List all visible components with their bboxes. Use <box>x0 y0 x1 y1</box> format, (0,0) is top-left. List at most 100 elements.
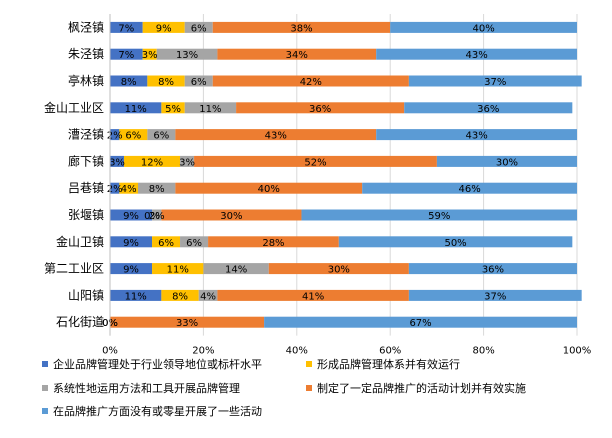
data-label: 46% <box>458 184 480 195</box>
category-label: 廊下镇 <box>68 153 104 168</box>
category-label: 第二工业区 <box>44 262 104 276</box>
bar-segment <box>301 209 577 221</box>
bar-segment <box>147 129 176 141</box>
data-label: 9% <box>123 238 139 249</box>
bar-segment <box>194 155 437 167</box>
bar-segment <box>408 75 582 87</box>
x-tick-label: 100% <box>563 346 592 357</box>
category-label: 枫泾镇 <box>68 19 104 34</box>
bar-segment <box>408 289 582 301</box>
legend-label: 系统性地运用方法和工具开展品牌管理 <box>53 381 240 395</box>
bar-segment <box>124 155 181 167</box>
bar-segment <box>180 155 195 167</box>
data-label: 30% <box>220 211 242 222</box>
bar-segment <box>184 75 213 87</box>
data-label: 6% <box>158 238 174 249</box>
data-label: 3% <box>142 50 158 61</box>
bar-segment <box>362 182 577 194</box>
bar-segment <box>198 289 218 301</box>
bar-segment <box>110 182 120 194</box>
bar-segment <box>110 236 153 248</box>
data-label: 5% <box>165 104 181 115</box>
x-tick-label: 0% <box>102 346 118 357</box>
bars <box>110 21 582 328</box>
category-label: 亭林镇 <box>68 73 104 88</box>
category-label: 山阳镇 <box>68 288 104 302</box>
bar-segment <box>110 21 143 33</box>
data-label: 52% <box>304 157 326 168</box>
bar-segment <box>161 289 199 301</box>
bar-segment <box>156 48 218 60</box>
data-label: 36% <box>477 104 499 115</box>
legend-swatch <box>42 361 48 367</box>
data-label: 9% <box>156 23 172 34</box>
bar-segment <box>408 263 577 275</box>
category-label: 金山工业区 <box>44 100 104 115</box>
legend-label: 企业品牌管理处于行业领导地位或标杆水平 <box>53 357 262 371</box>
x-tick-label: 20% <box>192 346 214 357</box>
x-tick-label: 60% <box>379 346 401 357</box>
bar-segment <box>376 129 577 141</box>
bar-segment <box>268 263 409 275</box>
bar-segment <box>110 75 148 87</box>
legend-swatch <box>42 408 48 414</box>
bar-segment <box>217 289 409 301</box>
data-label: 33% <box>176 318 198 329</box>
data-label: 36% <box>482 265 504 276</box>
data-label: 14% <box>225 265 247 276</box>
x-tick-label: 40% <box>286 346 308 357</box>
data-label: 11% <box>125 291 147 302</box>
bar-segment <box>119 182 139 194</box>
bar-segment <box>184 21 213 33</box>
bar-segment <box>110 316 265 328</box>
data-label: 3% <box>179 157 195 168</box>
data-label: 7% <box>118 50 134 61</box>
data-label: 13% <box>176 50 198 61</box>
bar-segment <box>184 102 237 114</box>
data-label: 40% <box>258 184 280 195</box>
data-label: 11% <box>167 265 189 276</box>
x-tick-label: 80% <box>472 346 494 357</box>
bar-segment <box>110 289 162 301</box>
data-label: 30% <box>328 265 350 276</box>
data-label: 2% <box>107 184 123 195</box>
data-label: 8% <box>158 77 174 88</box>
legend-swatch <box>306 361 312 367</box>
bar-segment <box>376 48 577 60</box>
axes: 0% 20% 40% 60% 80% 100% 枫泾镇朱泾镇亭林镇金山工业区漕泾镇廊下镇吕巷… <box>44 14 591 357</box>
bar-segment <box>217 48 377 60</box>
data-labels: 7% 9% 6% 38% 40% 7% 3% 13% 34% 43% 8% 8% 6% 42% 37% 11%… <box>102 23 518 329</box>
category-label: 朱泾镇 <box>68 47 104 61</box>
bar-segment <box>236 102 405 114</box>
data-label: 6% <box>125 131 141 142</box>
bar-segment <box>152 209 162 221</box>
data-label: 67% <box>409 318 431 329</box>
bar-segment <box>338 236 573 248</box>
data-label: 50% <box>444 238 466 249</box>
data-label: 43% <box>465 50 487 61</box>
legend: 企业品牌管理处于行业领导地位或标杆水平 形成品牌管理体系并有效运行系统性地运用方法… <box>42 357 526 418</box>
data-label: 12% <box>141 157 163 168</box>
data-label: 9% <box>123 211 139 222</box>
bar-segment <box>175 182 363 194</box>
data-label: 3% <box>109 157 125 168</box>
data-label: 6% <box>186 238 202 249</box>
category-label: 石化街道 <box>56 315 104 329</box>
data-label: 28% <box>262 238 284 249</box>
bar-segment <box>142 21 185 33</box>
bar-segment <box>175 129 377 141</box>
bar-segment <box>390 21 577 33</box>
bar-segment <box>161 209 302 221</box>
bar-segment <box>119 129 148 141</box>
legend-label: 在品牌推广方面没有或零星开展了一些活动 <box>53 404 262 418</box>
bar-segment <box>110 155 125 167</box>
data-label: 8% <box>149 184 165 195</box>
bar-segment <box>110 209 153 221</box>
bar-segment <box>152 263 204 275</box>
legend-label: 形成品牌管理体系并有效运行 <box>317 357 460 371</box>
bar-segment <box>152 236 181 248</box>
data-label: 42% <box>300 77 322 88</box>
data-label: 59% <box>428 211 450 222</box>
data-label: 2% <box>149 211 165 222</box>
